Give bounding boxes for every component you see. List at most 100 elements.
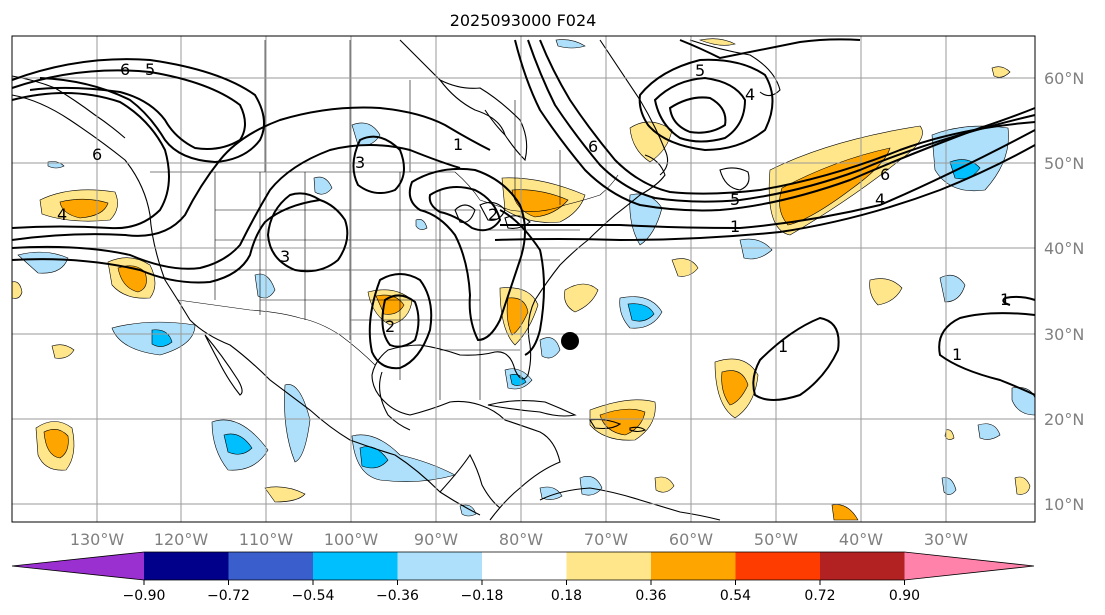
colorbar-tick-label: 0.90 bbox=[889, 588, 920, 604]
canada-provinces bbox=[264, 40, 561, 205]
colorbar-tick-label: 0.54 bbox=[720, 588, 751, 604]
map-background bbox=[12, 36, 1035, 522]
cool-blob bbox=[539, 337, 561, 359]
contour-label: 3 bbox=[280, 247, 290, 266]
colorbar-swatch bbox=[228, 552, 313, 580]
central-america bbox=[439, 453, 501, 509]
colorbar-ticks bbox=[143, 580, 905, 585]
warm-blob bbox=[11, 281, 23, 299]
cool-blob bbox=[509, 374, 527, 386]
warm-blob bbox=[721, 370, 749, 406]
south-america-north bbox=[539, 487, 721, 521]
contour-lines bbox=[11, 38, 1036, 401]
colorbar-swatch bbox=[12, 552, 144, 580]
longitude-label: 60°W bbox=[669, 530, 713, 549]
colorbar-swatch bbox=[651, 552, 736, 580]
north-america-west-coast bbox=[11, 94, 481, 516]
contour-label: 4 bbox=[875, 190, 885, 209]
gulf-coast bbox=[379, 371, 411, 431]
colorbar-tick-label: −0.36 bbox=[376, 588, 419, 604]
colorbar-swatch bbox=[144, 552, 229, 580]
contour-line bbox=[352, 135, 405, 195]
warm-blob bbox=[43, 428, 69, 459]
contour-line bbox=[638, 58, 774, 152]
cool-blob bbox=[17, 251, 69, 274]
cool-blob bbox=[739, 238, 773, 260]
coastlines bbox=[11, 39, 781, 521]
warm-blob bbox=[511, 189, 569, 218]
colorbar-swatch bbox=[397, 552, 482, 580]
map-panel: 6 5 6 4 3 1 3 2 2 5 4 6 5 1 6 4 1 1 1 bbox=[11, 35, 1036, 523]
cool-blob bbox=[284, 384, 311, 463]
longitude-label: 50°W bbox=[754, 530, 798, 549]
latitude-label: 60°N bbox=[1044, 69, 1084, 88]
contour-label: 6 bbox=[880, 165, 890, 184]
contour-line bbox=[679, 38, 861, 60]
contour-label: 4 bbox=[745, 85, 755, 104]
latitude-label: 30°N bbox=[1044, 325, 1084, 344]
contour-label: 1 bbox=[778, 337, 788, 356]
longitude-label: 30°W bbox=[924, 530, 968, 549]
contour-label: 1 bbox=[952, 345, 962, 364]
cool-blob bbox=[539, 486, 563, 500]
warm-blob bbox=[51, 344, 75, 359]
contour-line bbox=[11, 69, 246, 150]
contour-label: 1 bbox=[730, 217, 740, 236]
cool-blob bbox=[977, 423, 1001, 440]
longitude-label: 100°W bbox=[324, 530, 379, 549]
colorbar-swatch bbox=[482, 552, 567, 580]
puerto-rico bbox=[629, 426, 647, 433]
contour-line bbox=[11, 91, 170, 230]
latitude-label: 50°N bbox=[1044, 154, 1084, 173]
cool-blob bbox=[223, 433, 253, 455]
contour-labels: 6 5 6 4 3 1 3 2 2 5 4 6 5 1 6 4 1 1 1 bbox=[57, 60, 1010, 364]
colorbar-tick-label: 0.36 bbox=[635, 588, 666, 604]
colorbar-tick-label: 0.18 bbox=[551, 588, 582, 604]
colorbar-swatch bbox=[820, 552, 905, 580]
contour-label: 6 bbox=[588, 137, 598, 156]
map-title: 2025093000 F024 bbox=[450, 11, 597, 30]
contour-label: 5 bbox=[145, 60, 155, 79]
longitude-label: 70°W bbox=[584, 530, 628, 549]
contour-line bbox=[539, 39, 1036, 195]
contour-label: 6 bbox=[92, 145, 102, 164]
storm-position-marker bbox=[561, 332, 579, 350]
warm-blob bbox=[869, 278, 903, 306]
contour-line bbox=[11, 199, 321, 284]
latitude-label: 10°N bbox=[1044, 495, 1084, 514]
greenland bbox=[689, 39, 781, 97]
map-frame bbox=[11, 35, 1036, 523]
us-canada-border bbox=[150, 171, 619, 212]
contour-line bbox=[11, 58, 265, 164]
longitude-label: 80°W bbox=[499, 530, 543, 549]
cool-blob bbox=[459, 504, 477, 517]
colorbar-swatch bbox=[904, 552, 1034, 580]
contour-line bbox=[527, 39, 1036, 203]
cool-blob bbox=[313, 176, 333, 195]
warm-blob bbox=[564, 283, 599, 313]
colorbar-swatch bbox=[735, 552, 820, 580]
longitude-label: 130°W bbox=[70, 530, 125, 549]
colorbar-tick-label: −0.72 bbox=[207, 588, 250, 604]
contour-line bbox=[368, 273, 433, 370]
contour-line bbox=[266, 192, 349, 273]
latitude-label: 20°N bbox=[1044, 410, 1084, 429]
colorbar-tick-label: −0.90 bbox=[123, 588, 166, 604]
colorbar-tick-label: −0.54 bbox=[292, 588, 335, 604]
contour-label: 2 bbox=[385, 317, 395, 336]
longitude-labels: 130°W 120°W 110°W 100°W 90°W 80°W 70°W 6… bbox=[70, 530, 968, 549]
contour-line bbox=[653, 76, 747, 143]
cool-blob bbox=[627, 303, 655, 322]
contour-label: 1 bbox=[1000, 290, 1010, 309]
contour-label: 5 bbox=[695, 61, 705, 80]
warm-blob bbox=[654, 476, 675, 493]
contour-line bbox=[938, 312, 1036, 396]
negative-anomaly-shading bbox=[17, 39, 1036, 517]
us-mexico-border bbox=[177, 299, 376, 366]
contour-line bbox=[408, 167, 526, 342]
colorbar-tick-label: −0.18 bbox=[461, 588, 504, 604]
cool-blob bbox=[949, 159, 981, 180]
contour-line bbox=[11, 106, 491, 241]
newfoundland bbox=[719, 167, 750, 191]
